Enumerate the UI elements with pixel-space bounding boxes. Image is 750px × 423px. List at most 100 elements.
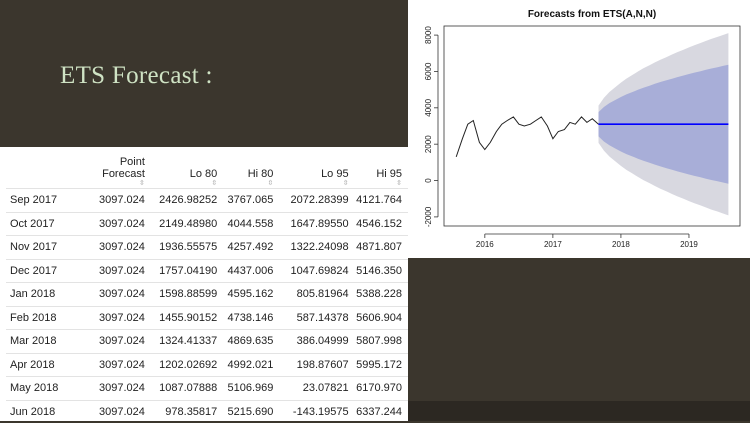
sort-icon: ⇳	[279, 180, 348, 188]
table-cell: 5606.904	[355, 306, 408, 330]
table-cell: 1598.88599	[151, 283, 223, 307]
table-cell: 386.04999	[279, 330, 354, 354]
chart-panel: Forecasts from ETS(A,N,N) 2016 2017 2018 201…	[408, 0, 750, 258]
table-cell: 1322.24098	[279, 236, 354, 260]
x-tick-label: 2016	[476, 240, 494, 249]
forecast-table-panel: Point Forecast⇳ Lo 80⇳ Hi 80⇳ Lo 95⇳ Hi …	[0, 142, 408, 421]
table-cell: 1047.69824	[279, 259, 354, 283]
x-tick-label: 2019	[680, 240, 698, 249]
header-point-forecast[interactable]: Point Forecast⇳	[82, 154, 151, 189]
table-cell: 805.81964	[279, 283, 354, 307]
table-cell: 6337.244	[355, 400, 408, 423]
table-cell: 1202.02692	[151, 353, 223, 377]
table-header-row: Point Forecast⇳ Lo 80⇳ Hi 80⇳ Lo 95⇳ Hi …	[6, 154, 408, 189]
history-series-line	[456, 117, 598, 157]
header-hi95[interactable]: Hi 95⇳	[355, 154, 408, 189]
table-cell: 4871.807	[355, 236, 408, 260]
table-cell: 3097.024	[82, 236, 151, 260]
slide-title: ETS Forecast :	[60, 62, 213, 90]
sort-icon: ⇳	[82, 180, 145, 188]
y-tick-label: 4000	[424, 98, 433, 116]
sort-icon: ⇳	[355, 180, 402, 188]
sort-icon: ⇳	[151, 180, 217, 188]
table-cell: 2072.28399	[279, 189, 354, 213]
table-cell: 6170.970	[355, 377, 408, 401]
table-cell: 4992.021	[223, 353, 279, 377]
forecast-table: Point Forecast⇳ Lo 80⇳ Hi 80⇳ Lo 95⇳ Hi …	[6, 154, 408, 423]
table-cell: 4121.764	[355, 189, 408, 213]
table-cell: 3097.024	[82, 400, 151, 423]
y-tick-label: 2000	[424, 135, 433, 153]
y-tick-label: 6000	[424, 62, 433, 80]
table-cell: 3097.024	[82, 353, 151, 377]
table-cell: 1647.89550	[279, 212, 354, 236]
table-cell: 5146.350	[355, 259, 408, 283]
table-cell: 4546.152	[355, 212, 408, 236]
table-cell: 5388.228	[355, 283, 408, 307]
row-label: Sep 2017	[6, 189, 82, 213]
table-cell: 3097.024	[82, 283, 151, 307]
table-cell: 1455.90152	[151, 306, 223, 330]
table-cell: 4257.492	[223, 236, 279, 260]
table-cell: 3097.024	[82, 259, 151, 283]
table-cell: -143.19575	[279, 400, 354, 423]
table-cell: 5995.172	[355, 353, 408, 377]
x-tick-label: 2018	[612, 240, 630, 249]
table-cell: 2149.48980	[151, 212, 223, 236]
header-lo95[interactable]: Lo 95⇳	[279, 154, 354, 189]
table-cell: 3097.024	[82, 189, 151, 213]
header-row-label	[6, 154, 82, 189]
table-cell: 1087.07888	[151, 377, 223, 401]
chart-title: Forecasts from ETS(A,N,N)	[528, 9, 656, 20]
row-label: Feb 2018	[6, 306, 82, 330]
table-cell: 3097.024	[82, 212, 151, 236]
table-cell: 5106.969	[223, 377, 279, 401]
table-cell: 2426.98252	[151, 189, 223, 213]
table-cell: 3767.065	[223, 189, 279, 213]
ets-forecast-chart: Forecasts from ETS(A,N,N) 2016 2017 2018 201…	[408, 0, 750, 258]
x-tick-label: 2017	[544, 240, 562, 249]
row-label: Mar 2018	[6, 330, 82, 354]
table-cell: 5807.998	[355, 330, 408, 354]
row-label: Nov 2017	[6, 236, 82, 260]
table-cell: 3097.024	[82, 306, 151, 330]
table-cell: 1324.41337	[151, 330, 223, 354]
y-tick-label: 8000	[424, 26, 433, 44]
table-cell: 4437.006	[223, 259, 279, 283]
table-cell: 4738.146	[223, 306, 279, 330]
bottom-strip	[408, 401, 750, 421]
table-cell: 4869.635	[223, 330, 279, 354]
header-lo80[interactable]: Lo 80⇳	[151, 154, 223, 189]
row-label: May 2018	[6, 377, 82, 401]
table-cell: 3097.024	[82, 330, 151, 354]
table-top-divider	[0, 142, 408, 147]
table-cell: 978.35817	[151, 400, 223, 423]
row-label: Dec 2017	[6, 259, 82, 283]
table-cell: 4044.558	[223, 212, 279, 236]
table-cell: 3097.024	[82, 377, 151, 401]
row-label: Oct 2017	[6, 212, 82, 236]
table-cell: 587.14378	[279, 306, 354, 330]
table-cell: 23.07821	[279, 377, 354, 401]
table-cell: 4595.162	[223, 283, 279, 307]
table-cell: 1936.55575	[151, 236, 223, 260]
title-band: ETS Forecast :	[0, 0, 408, 142]
table-cell: 1757.04190	[151, 259, 223, 283]
y-tick-label: 0	[424, 178, 433, 183]
row-label: Jan 2018	[6, 283, 82, 307]
header-hi80[interactable]: Hi 80⇳	[223, 154, 279, 189]
table-cell: 198.87607	[279, 353, 354, 377]
sort-icon: ⇳	[223, 180, 273, 188]
y-tick-label: -2000	[424, 206, 433, 227]
